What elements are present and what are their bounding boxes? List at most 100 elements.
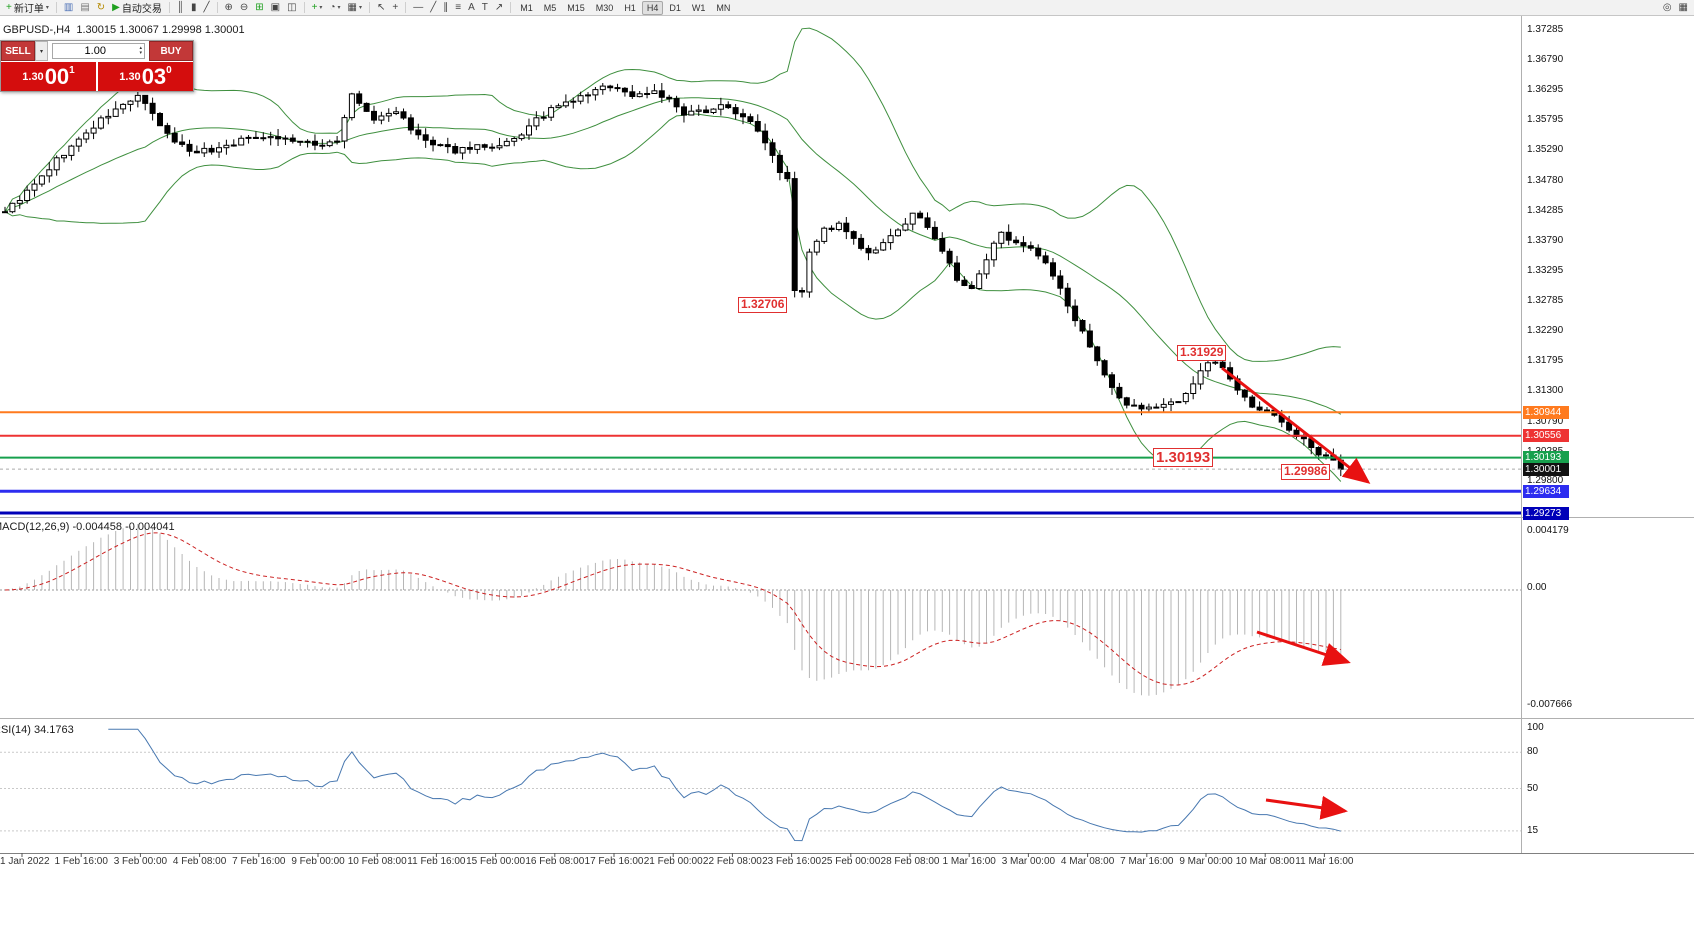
timeframe-m15[interactable]: M15 bbox=[567, 2, 585, 13]
timeframe-m1[interactable]: M1 bbox=[520, 2, 533, 13]
text-button[interactable]: A bbox=[465, 1, 478, 15]
charts-button[interactable]: ▥ bbox=[61, 1, 76, 15]
crosshair-button[interactable]: + bbox=[389, 1, 401, 15]
caret-down-icon: ▾ bbox=[337, 5, 341, 11]
price-axis-tick: 1.32785 bbox=[1527, 295, 1564, 307]
fibonacci-button[interactable]: ≡ bbox=[452, 1, 464, 15]
refresh-icon: ↻ bbox=[96, 2, 106, 13]
trade-panel-prices: 1.30 00 1 1.30 03 0 bbox=[1, 61, 193, 91]
text-icon: A bbox=[468, 2, 475, 13]
price-line-label: 1.30193 bbox=[1523, 451, 1569, 465]
timeframe-w1[interactable]: W1 bbox=[691, 2, 706, 13]
horizontal-price-lines[interactable] bbox=[0, 411, 1521, 515]
price-line-label: 1.29634 bbox=[1523, 484, 1569, 498]
cursor-button[interactable]: ↖ bbox=[374, 1, 388, 15]
price-callout[interactable]: 1.31929 bbox=[1177, 345, 1227, 361]
timeframe-m5[interactable]: M5 bbox=[543, 2, 557, 13]
indicators-button[interactable]: + ▾ bbox=[309, 1, 326, 15]
horizontal-line-button[interactable]: — bbox=[410, 1, 426, 15]
trendline-icon: ╱ bbox=[430, 2, 437, 13]
templates-button[interactable]: ▦ ▾ bbox=[345, 1, 365, 15]
price-callout[interactable]: 1.30193 bbox=[1153, 448, 1214, 468]
price-axis-tick: 1.31795 bbox=[1527, 355, 1564, 367]
price-axis-tick: 1.32290 bbox=[1527, 325, 1564, 337]
trade-options-caret[interactable]: ▾ bbox=[35, 41, 48, 61]
trend-arrows[interactable] bbox=[1221, 366, 1371, 820]
refresh-button[interactable]: ↻ bbox=[94, 1, 108, 15]
zoom-in-icon: ⊕ bbox=[224, 2, 233, 13]
zoom-out-button[interactable]: ⊖ bbox=[237, 1, 251, 15]
timeframe-h4[interactable]: H4 bbox=[641, 0, 664, 15]
rsi-axis-label: 15 bbox=[1527, 824, 1539, 836]
price-axis-tick: 1.34285 bbox=[1527, 204, 1564, 216]
zoom-out-icon: ⊖ bbox=[239, 2, 249, 13]
toolbar-separator bbox=[368, 2, 370, 13]
timeframe-h1[interactable]: H1 bbox=[624, 2, 636, 13]
time-axis-label: 11 Mar 16:00 bbox=[1295, 856, 1354, 867]
new-order-button-label: 新订单 bbox=[13, 4, 44, 15]
line-chart-button[interactable]: ╱ bbox=[200, 1, 212, 15]
toolbar-separator bbox=[168, 2, 170, 13]
buy-price-point: 0 bbox=[166, 65, 172, 76]
price-callout[interactable]: 1.32706 bbox=[738, 297, 788, 313]
time-axis-label: 10 Feb 08:00 bbox=[347, 856, 407, 867]
charts-icon: ▥ bbox=[63, 2, 74, 13]
trade-panel-controls: SELL ▾ ▴ ▾ BUY bbox=[1, 41, 193, 61]
spin-down-icon: ▾ bbox=[139, 50, 142, 56]
time-axis-label: 15 Feb 00:00 bbox=[466, 856, 526, 867]
time-axis-label: 23 Feb 16:00 bbox=[762, 856, 822, 867]
price-line-label: 1.30556 bbox=[1523, 429, 1569, 443]
buy-price-pips: 03 bbox=[141, 63, 167, 89]
cascade-windows-button[interactable]: ▣ bbox=[268, 1, 283, 15]
timeframe-d1[interactable]: D1 bbox=[669, 2, 681, 13]
arrows-button[interactable]: ↗ bbox=[492, 1, 506, 15]
time-axis-label: 3 Feb 00:00 bbox=[113, 856, 168, 867]
profiles-button[interactable]: ▤ bbox=[77, 1, 92, 15]
candlesticks bbox=[2, 83, 1344, 477]
price-axis-tick: 1.34780 bbox=[1527, 175, 1564, 187]
volume-input[interactable] bbox=[53, 45, 138, 57]
sell-price-box[interactable]: 1.30 00 1 bbox=[1, 62, 96, 91]
equidistant-channel-button[interactable]: ∥ bbox=[440, 1, 451, 15]
price-line-label: 1.29273 bbox=[1523, 506, 1569, 520]
sell-button[interactable]: SELL bbox=[1, 41, 35, 61]
cursor-icon: ↖ bbox=[376, 2, 386, 13]
time-axis-label: 4 Feb 08:00 bbox=[172, 856, 227, 867]
tile-windows-button[interactable]: ⊞ bbox=[252, 1, 266, 15]
price-callout[interactable]: 1.29986 bbox=[1281, 464, 1331, 480]
search-button[interactable]: ◎ bbox=[1660, 1, 1675, 15]
time-axis-label: 11 Feb 16:00 bbox=[407, 856, 466, 867]
caret-down-icon: ▾ bbox=[319, 5, 323, 11]
auto-trading-button[interactable]: ▶ 自动交易 bbox=[109, 1, 165, 15]
buy-button[interactable]: BUY bbox=[149, 41, 193, 61]
new-order-icon: + bbox=[6, 2, 12, 13]
horizontal-line-icon: — bbox=[413, 2, 424, 13]
price-axis-tick: 1.36790 bbox=[1527, 53, 1564, 65]
time-axis-label: 3 Mar 00:00 bbox=[1001, 856, 1056, 867]
price-axis-tick: 1.35795 bbox=[1527, 113, 1564, 125]
price-axis-tick: 1.30790 bbox=[1527, 415, 1564, 427]
toolbar-separator bbox=[303, 2, 305, 13]
timeframe-mn[interactable]: MN bbox=[716, 2, 731, 13]
new-order-button[interactable]: + 新订单 ▾ bbox=[3, 1, 52, 15]
search-icon: ◎ bbox=[1662, 2, 1672, 13]
label-button[interactable]: T bbox=[479, 1, 491, 15]
periods-button[interactable]: ◔ ▾ bbox=[326, 1, 343, 15]
bar-chart-button[interactable]: ║ bbox=[174, 1, 187, 15]
auto-trading-button-label: 自动交易 bbox=[121, 4, 162, 15]
rsi-indicator-label: RSI(14) 34.1763 bbox=[0, 724, 74, 736]
templates-icon: ▦ bbox=[347, 2, 357, 13]
trendline-button[interactable]: ╱ bbox=[427, 1, 439, 15]
buy-price-box[interactable]: 1.30 03 0 bbox=[98, 62, 193, 91]
window-list-button[interactable]: ▦ bbox=[1676, 1, 1691, 15]
one-click-trade-panel: SELL ▾ ▴ ▾ BUY 1.30 00 1 1.30 03 bbox=[0, 40, 194, 92]
zoom-in-button[interactable]: ⊕ bbox=[222, 1, 236, 15]
macd-indicator-label: MACD(12,26,9) -0.004458 -0.004041 bbox=[0, 521, 175, 533]
rsi-axis-label: 50 bbox=[1527, 782, 1539, 794]
volume-spinner[interactable]: ▴ ▾ bbox=[137, 46, 144, 56]
timeframe-m30[interactable]: M30 bbox=[595, 2, 614, 13]
arrange-windows-button[interactable]: ◫ bbox=[284, 1, 299, 15]
candlestick-chart-button[interactable]: ▮ bbox=[188, 1, 200, 15]
arrange-windows-icon: ◫ bbox=[287, 2, 297, 13]
